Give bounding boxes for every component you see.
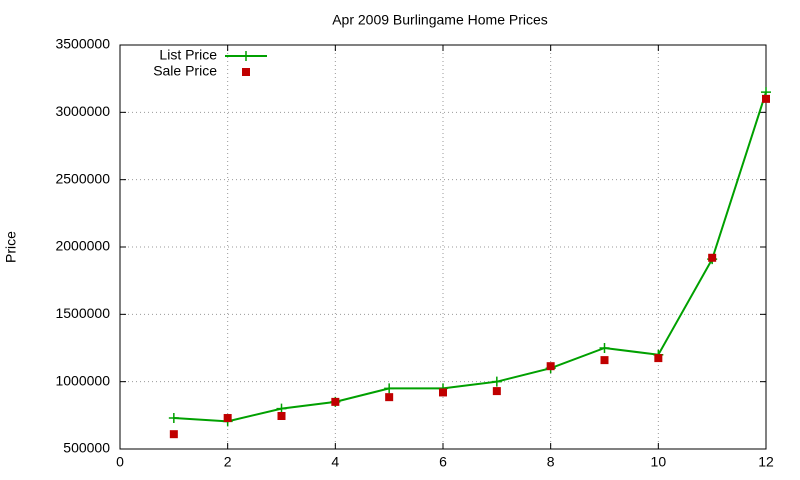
y-tick-label: 500000 <box>63 440 110 456</box>
point <box>708 253 717 262</box>
y-tick-label: 1500000 <box>55 305 110 321</box>
y-axis-label: Price <box>3 231 19 263</box>
point <box>439 388 447 397</box>
plot-frame <box>119 44 767 450</box>
x-tick-label: 4 <box>331 454 339 470</box>
point <box>331 397 340 406</box>
point <box>654 354 663 363</box>
y-tick-label: 3500000 <box>55 36 110 52</box>
point <box>491 376 502 387</box>
point <box>384 383 395 394</box>
x-tick-label: 2 <box>224 454 232 470</box>
x-tick-label: 12 <box>758 454 774 470</box>
x-tick-label: 0 <box>116 454 124 470</box>
x-tick-label: 10 <box>651 454 667 470</box>
legend-label: List Price <box>159 47 217 63</box>
point <box>276 403 287 414</box>
chart-title: Apr 2009 Burlingame Home Prices <box>332 12 548 28</box>
series-line <box>173 91 767 423</box>
point <box>546 362 555 371</box>
point <box>492 387 501 396</box>
legend-label: Sale Price <box>153 63 217 79</box>
point <box>168 413 179 424</box>
legend-marker <box>241 51 251 61</box>
point <box>169 430 178 439</box>
legend-marker <box>242 68 250 76</box>
y-tick-label: 2000000 <box>55 238 110 254</box>
x-tick-label: 6 <box>439 454 447 470</box>
point <box>223 414 232 423</box>
point <box>599 343 610 353</box>
y-tick-label: 2500000 <box>55 170 110 186</box>
point <box>277 412 286 421</box>
point <box>762 94 770 103</box>
point <box>385 393 394 402</box>
y-tick-label: 3000000 <box>55 103 110 119</box>
x-tick-label: 8 <box>547 454 555 470</box>
y-tick-label: 1000000 <box>55 372 110 388</box>
point <box>600 356 609 365</box>
